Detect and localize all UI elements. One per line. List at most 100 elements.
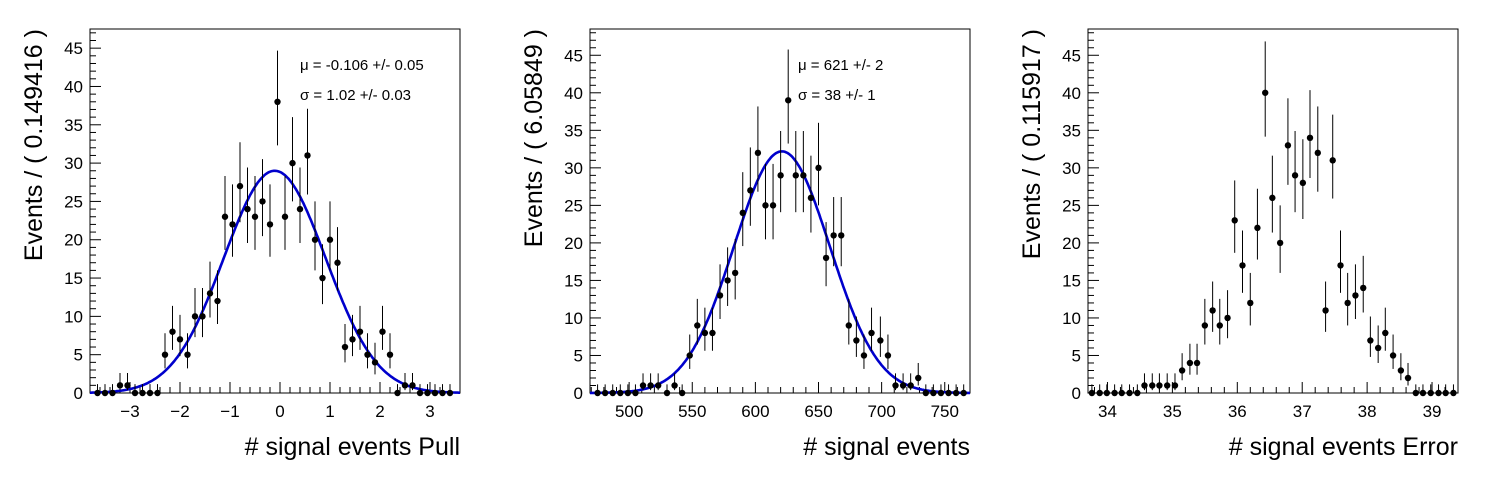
data-point <box>161 351 169 358</box>
x-tick-label: 37 <box>1293 402 1312 421</box>
y-tick-label: 0 <box>1072 384 1081 403</box>
data-point <box>424 389 431 397</box>
data-point <box>1389 352 1397 359</box>
data-point <box>899 382 907 389</box>
data-point <box>1435 389 1442 397</box>
data-point <box>1239 262 1246 269</box>
data-point <box>304 152 311 159</box>
plot-frame <box>589 28 971 394</box>
data-point <box>1209 307 1216 314</box>
data-point <box>281 213 289 220</box>
data-point <box>739 209 746 217</box>
data-point <box>274 98 281 106</box>
fit-annotation: μ = 621 +/- 2 <box>798 57 883 74</box>
y-tick-label: 35 <box>564 121 583 140</box>
y-tick-label: 45 <box>1062 46 1081 65</box>
x-tick-label: 600 <box>741 402 769 421</box>
data-point <box>1442 389 1449 397</box>
plot-frame <box>89 28 461 394</box>
y-axis-title: Events / ( 0.115917 ) <box>1018 29 1046 259</box>
data-point <box>1322 307 1329 314</box>
data-point <box>647 382 654 389</box>
data-point <box>701 329 709 337</box>
data-point <box>1367 337 1374 344</box>
y-tick-label: 10 <box>1062 309 1081 328</box>
x-tick-label: 0 <box>275 402 284 421</box>
data-point <box>678 389 686 397</box>
x-axis-title: # signal events Error <box>1229 433 1458 461</box>
data-point <box>952 389 960 397</box>
data-point <box>1186 359 1194 367</box>
data-point <box>319 274 326 282</box>
data-point <box>617 389 624 397</box>
data-point <box>401 382 409 389</box>
data-point <box>206 290 214 297</box>
x-tick-label: 34 <box>1098 402 1117 421</box>
data-point <box>731 269 739 277</box>
data-point <box>624 389 632 397</box>
data-point <box>1344 299 1351 307</box>
data-point <box>334 259 341 266</box>
x-tick-label: 750 <box>931 402 959 421</box>
y-tick-label: 0 <box>574 384 583 403</box>
data-point <box>1262 89 1269 96</box>
y-tick-label: 45 <box>564 46 583 65</box>
data-point <box>822 254 830 262</box>
data-point <box>1450 389 1457 397</box>
data-point <box>686 352 693 359</box>
fit-curve <box>90 169 460 395</box>
fit-curve <box>590 150 970 395</box>
data-point <box>146 389 154 397</box>
fit-annotation: μ = -0.106 +/- 0.05 <box>300 57 424 74</box>
data-point <box>266 221 274 228</box>
data-point <box>1224 314 1231 322</box>
y-tick-label: 40 <box>64 77 83 96</box>
y-tick-label: 0 <box>74 384 83 403</box>
data-point <box>394 389 401 397</box>
y-tick-label: 10 <box>564 309 583 328</box>
x-axis-title: # signal events <box>803 433 970 461</box>
data-point <box>884 352 892 359</box>
data-point <box>1329 157 1336 164</box>
data-point <box>296 205 304 213</box>
x-tick-label: 500 <box>615 402 643 421</box>
data-point <box>356 328 364 335</box>
data-point <box>1254 224 1261 232</box>
data-point <box>800 172 807 179</box>
data-point <box>244 205 251 213</box>
data-point <box>364 351 371 358</box>
x-tick-label: 38 <box>1358 402 1377 421</box>
data-point <box>1141 382 1148 389</box>
data-point <box>416 389 424 397</box>
data-point <box>930 389 937 397</box>
data-point <box>139 389 146 397</box>
y-tick-label: 40 <box>1062 84 1081 103</box>
data-point <box>1103 389 1111 397</box>
data-point <box>1427 389 1434 397</box>
data-point <box>1171 382 1179 389</box>
x-tick-label: 3 <box>425 402 434 421</box>
data-point <box>1193 359 1201 367</box>
y-tick-label: 20 <box>64 231 83 250</box>
y-tick-label: 20 <box>1062 234 1081 253</box>
data-point <box>94 389 101 397</box>
chart-3: 0 5 10 15 20 25 30 35 40 45 34 35 36 37 38 39 # signal e… <box>1018 28 1459 461</box>
data-point <box>191 313 199 320</box>
data-point <box>184 351 191 358</box>
data-point <box>1299 179 1307 187</box>
data-point <box>785 97 792 104</box>
y-tick-label: 35 <box>64 116 83 135</box>
data-point <box>1404 374 1412 382</box>
data-point <box>176 336 184 343</box>
data-point <box>1269 194 1276 202</box>
data-point <box>907 382 914 389</box>
data-point <box>1118 389 1125 397</box>
x-tick-label: −3 <box>120 402 139 421</box>
data-point <box>379 328 386 335</box>
y-tick-label: 30 <box>1062 159 1081 178</box>
chart-1: 0 5 10 15 20 25 30 35 40 45 −3 −2 −1 0 1 2 3 # signal eve… <box>20 28 461 461</box>
fit-annotation: σ = 1.02 +/- 0.03 <box>300 87 411 104</box>
data-point <box>1111 389 1118 397</box>
